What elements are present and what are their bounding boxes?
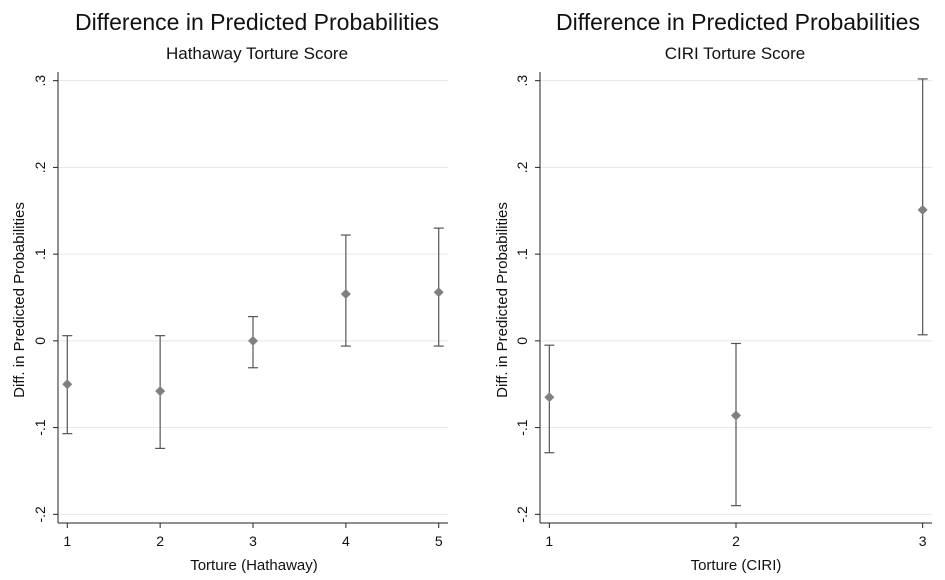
chart-title-ciri: Difference in Predicted Probabilities (556, 9, 920, 35)
y-tick-label: 0 (32, 337, 48, 345)
chart-subtitle-hathaway: Hathaway Torture Score (166, 44, 348, 63)
data-point (155, 386, 166, 397)
y-tick-label: -.1 (514, 419, 530, 436)
panel-ciri: Difference in Predicted Probabilities CI… (494, 9, 932, 574)
y-tick-label: .1 (514, 248, 530, 260)
x-tick-label: 1 (545, 533, 553, 549)
data-point (62, 379, 73, 390)
chart-subtitle-ciri: CIRI Torture Score (665, 44, 805, 63)
y-tick-label: -.2 (32, 506, 48, 523)
plot-area-ciri: -.2 -.1 0 .1 .2 .3 1 2 3 (514, 72, 932, 549)
x-axis-label-ciri: Torture (CIRI) (691, 557, 782, 574)
plot-area-hathaway: -.2 -.1 0 .1 .2 .3 1 2 3 4 5 (32, 72, 448, 549)
y-tick-label: .3 (32, 75, 48, 87)
chart-title-hathaway: Difference in Predicted Probabilities (75, 9, 439, 35)
x-tick-label: 4 (342, 533, 350, 549)
y-tick-label: 0 (514, 337, 530, 345)
data-point (731, 410, 741, 421)
data-point (340, 289, 351, 300)
data-point (248, 335, 258, 346)
data-point (544, 392, 555, 403)
x-axis-label-hathaway: Torture (Hathaway) (190, 557, 318, 574)
y-tick-label: -.2 (514, 506, 530, 523)
x-tick-label: 2 (156, 533, 164, 549)
panel-hathaway: Difference in Predicted Probabilities Ha… (11, 9, 448, 574)
x-tick-label: 2 (732, 533, 740, 549)
x-tick-label: 5 (435, 533, 443, 549)
y-tick-label: -.1 (32, 419, 48, 436)
y-axis-label-hathaway: Diff. in Predicted Probabilities (11, 202, 28, 398)
x-tick-label: 1 (63, 533, 71, 549)
x-tick-label: 3 (249, 533, 257, 549)
y-axis-label-ciri: Diff. in Predicted Probabilities (494, 202, 511, 398)
y-tick-label: .2 (32, 161, 48, 173)
y-tick-label: .2 (514, 161, 530, 173)
y-tick-label: .3 (514, 75, 530, 87)
data-point (433, 287, 444, 298)
data-point (917, 204, 928, 215)
x-tick-label: 3 (919, 533, 927, 549)
y-tick-label: .1 (32, 248, 48, 260)
